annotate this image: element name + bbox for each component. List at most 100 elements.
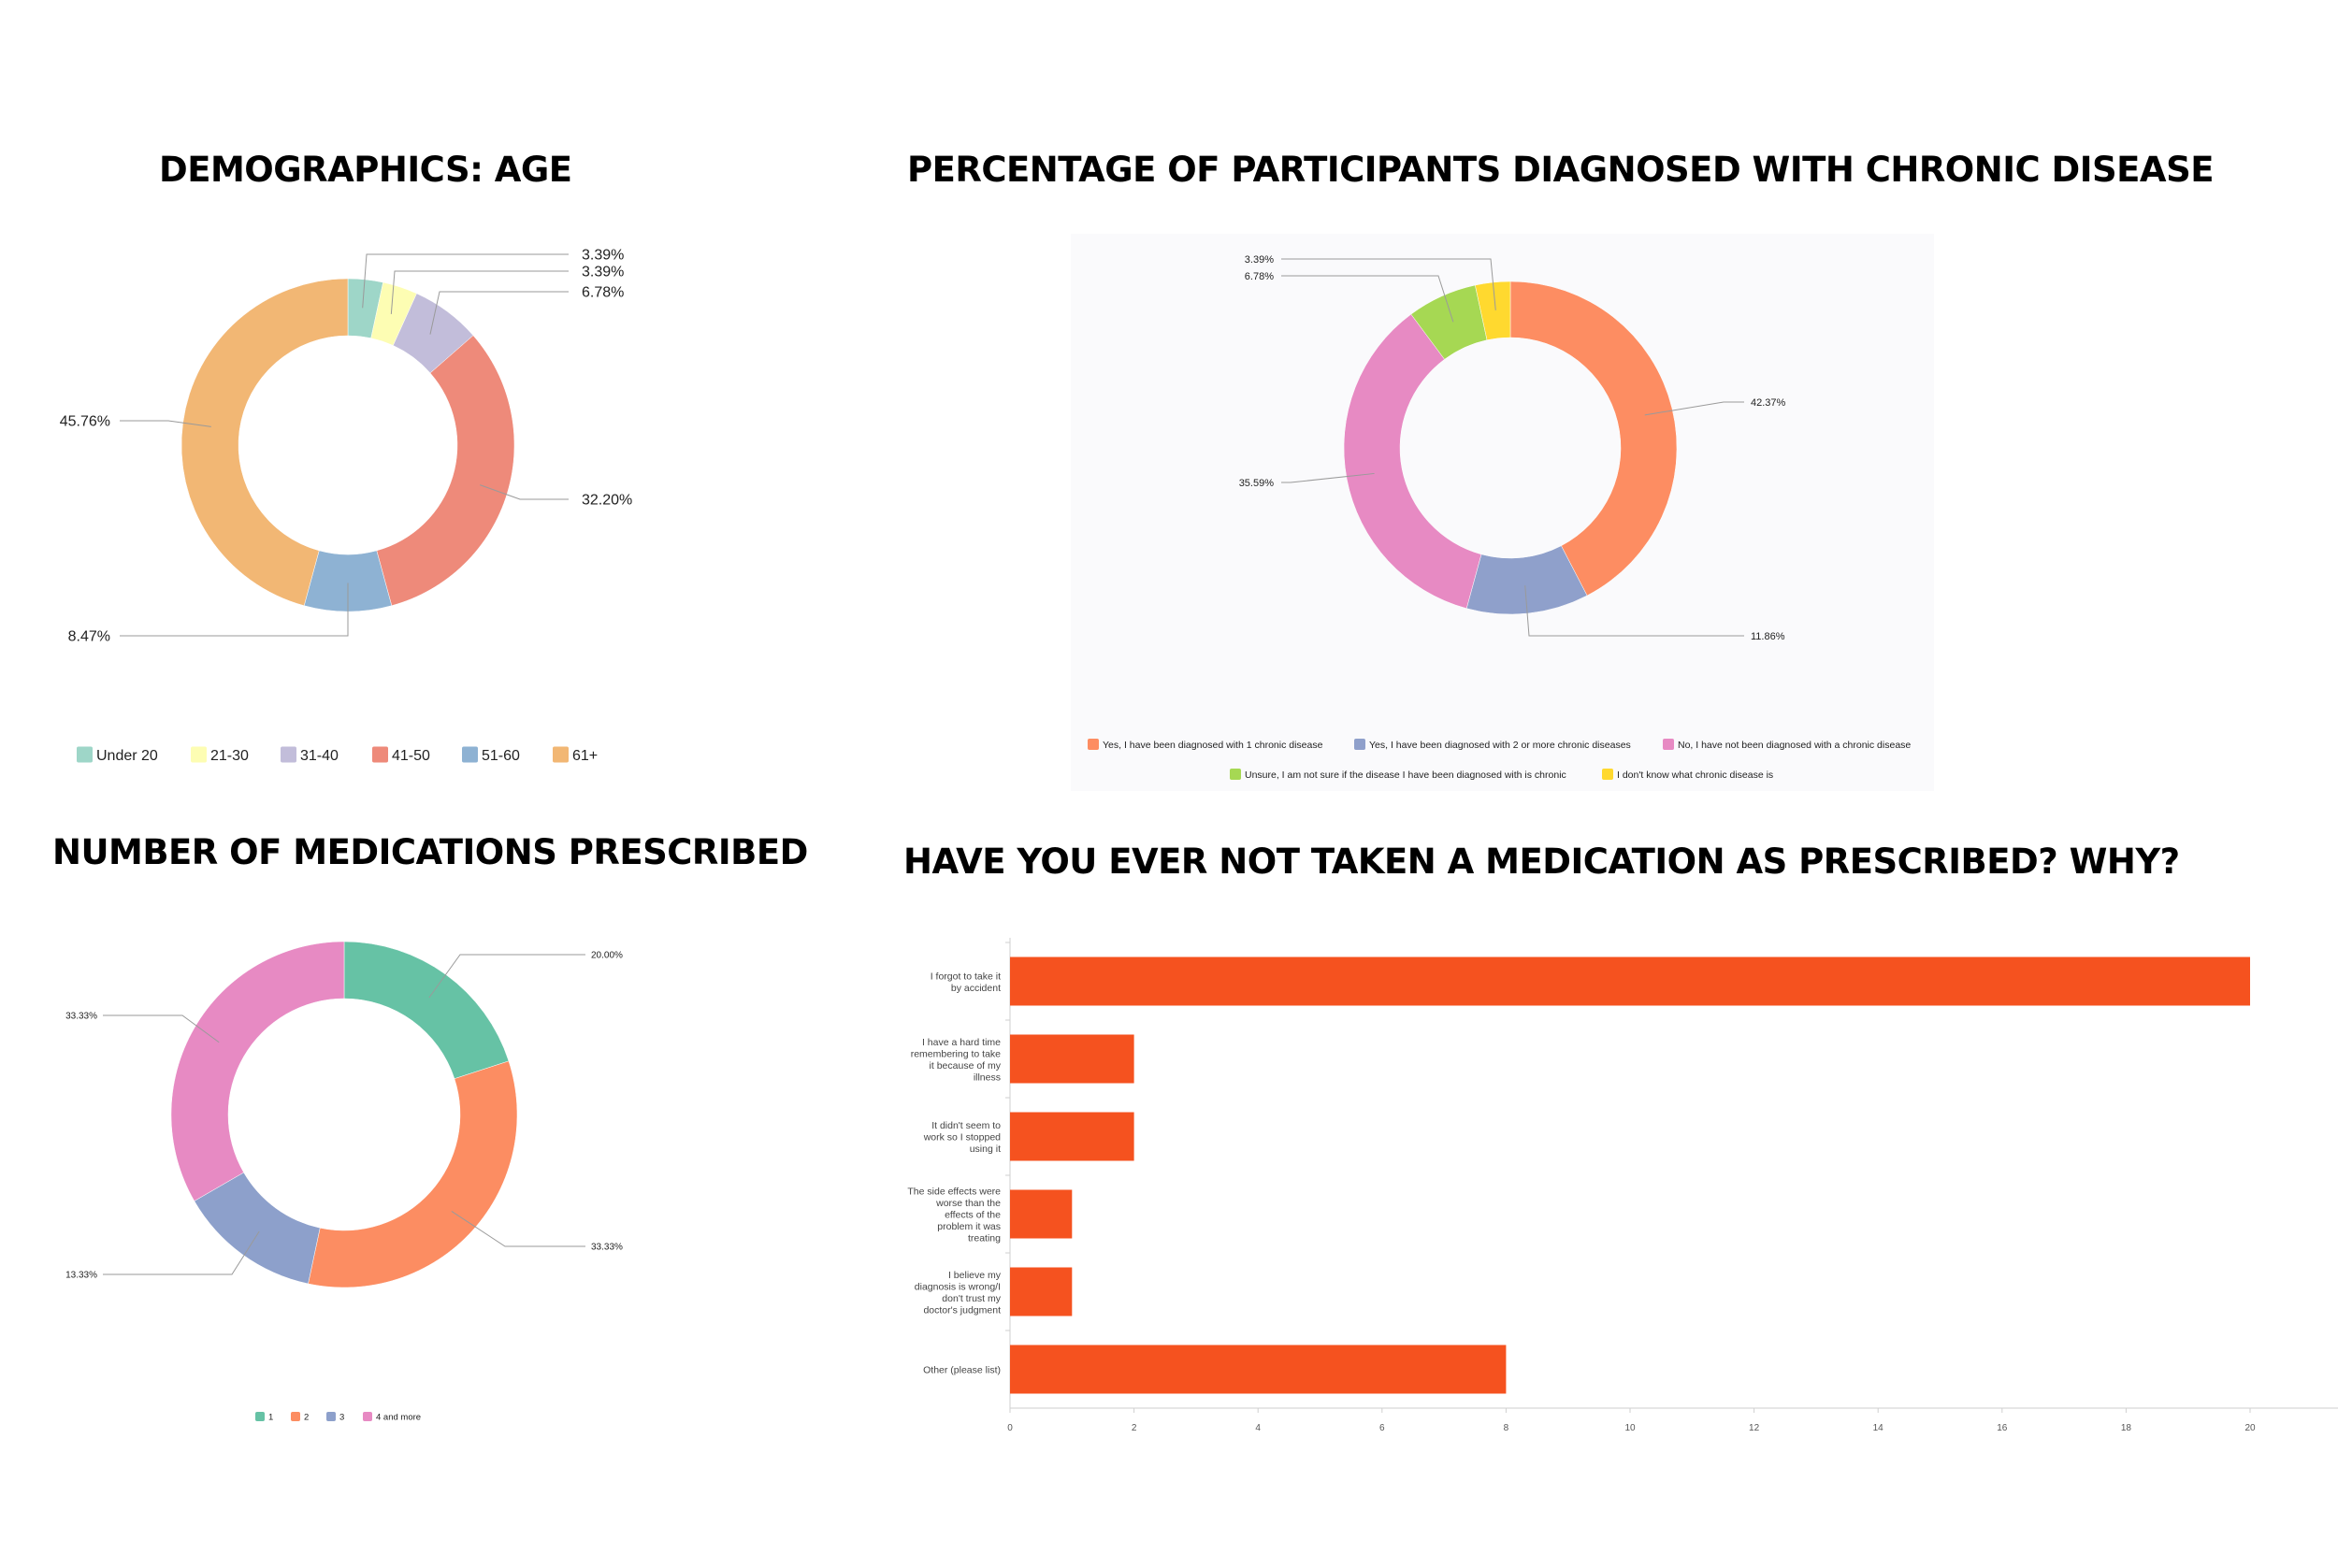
- age-callout-line: [429, 291, 569, 335]
- chronic-slice: [1343, 313, 1482, 610]
- meds-legend-swatch: [363, 1412, 372, 1421]
- meds-chart-title: NUMBER OF MEDICATIONS PRESCRIBED: [52, 832, 808, 872]
- age-legend-swatch: [191, 746, 207, 763]
- chronic-callout-line: [1281, 258, 1496, 310]
- bar-category-label: The side effects were worse than the effec…: [907, 1187, 1001, 1244]
- meds-callout-line: [103, 1014, 220, 1043]
- chronic-legend-swatch: [1663, 739, 1674, 750]
- bar-x-tick-label: 18: [2121, 1423, 2132, 1433]
- chronic-data-label: 42.37%: [1751, 397, 1786, 409]
- age-callout-line: [362, 253, 569, 309]
- bar: [1010, 1112, 1134, 1161]
- age-legend-item: 61+: [553, 746, 598, 764]
- chronic-data-label: 11.86%: [1751, 631, 1785, 642]
- adherence-bar-chart: 0 2 4 6 8 10 12 14 16 18 20 I forgot to take it by a…: [907, 938, 2338, 1433]
- chronic-legend-label: Unsure, I am not sure if the disease I h…: [1245, 770, 1566, 781]
- meds-legend-item: 1: [255, 1412, 273, 1422]
- age-legend-label: 61+: [572, 748, 598, 764]
- age-data-label: 3.39%: [582, 265, 624, 281]
- chronic-callout-line: [1281, 472, 1375, 483]
- age-legend-label: Under 20: [96, 748, 158, 764]
- medications-donut-chart: 20.00% 33.33% 13.33% 33.33% 1 2 3 4 and more: [65, 941, 623, 1422]
- bar-x-tick-label: 10: [1624, 1423, 1636, 1433]
- bar-category-label: Other (please list): [923, 1365, 1001, 1376]
- meds-legend-swatch: [291, 1412, 300, 1421]
- chronic-legend-label: I don't know what chronic disease is: [1617, 770, 1773, 781]
- age-legend-item: 51-60: [462, 746, 520, 764]
- age-legend-swatch: [462, 746, 478, 763]
- meds-legend-item: 3: [326, 1412, 344, 1422]
- age-donut-chart: 3.39%3.39% 6.78% 32.20% 8.47% 45.76% Under 20…: [60, 248, 633, 764]
- age-legend-swatch: [77, 746, 93, 763]
- age-callout-line: [120, 420, 211, 427]
- chronic-legend-label: Yes, I have been diagnosed with 2 or mor…: [1369, 740, 1631, 751]
- chronic-legend-label: No, I have not been diagnosed with a chr…: [1678, 740, 1911, 751]
- age-callout-line: [480, 484, 569, 500]
- age-chart-title: DEMOGRAPHICS: AGE: [159, 150, 572, 190]
- meds-legend-item: 4 and more: [363, 1412, 421, 1422]
- bar: [1010, 1034, 1134, 1084]
- meds-legend-swatch: [326, 1412, 336, 1421]
- bar: [1010, 957, 2250, 1006]
- meds-legend-label: 1: [268, 1412, 273, 1422]
- chronic-legend-item: I don't know what chronic disease is: [1602, 769, 1773, 781]
- chronic-legend-swatch: [1602, 769, 1613, 780]
- age-slice: [376, 335, 515, 607]
- chronic-callout-line: [1281, 275, 1454, 323]
- age-legend-item: 41-50: [372, 746, 430, 764]
- chronic-disease-donut-chart: 42.37% 11.86% 35.59% 6.78% 3.39% Yes, I have …: [1071, 234, 1934, 791]
- chronic-legend-item: Yes, I have been diagnosed with 2 or mor…: [1354, 739, 1631, 751]
- bar-x-tick-label: 12: [1749, 1423, 1760, 1433]
- meds-data-label: 13.33%: [65, 1271, 97, 1281]
- chronic-slice: [1475, 281, 1511, 340]
- bar: [1010, 1267, 1073, 1316]
- meds-slice: [308, 1060, 518, 1288]
- meds-slice: [343, 941, 510, 1080]
- age-legend-item: 21-30: [191, 746, 249, 764]
- bar-category-label: I have a hard time remembering to take it …: [911, 1037, 1002, 1084]
- age-data-label: 3.39%: [582, 248, 624, 264]
- meds-callout-line: [103, 1230, 260, 1275]
- bar-x-tick-label: 16: [1997, 1423, 2008, 1433]
- age-legend-label: 41-50: [392, 748, 430, 764]
- meds-legend-label: 4 and more: [376, 1412, 421, 1422]
- age-data-label: 32.20%: [582, 493, 632, 509]
- age-legend-swatch: [372, 746, 388, 763]
- bar-x-tick-label: 8: [1504, 1423, 1509, 1433]
- age-legend-item: Under 20: [77, 746, 158, 764]
- chronic-legend-item: No, I have not been diagnosed with a chr…: [1663, 739, 1911, 751]
- meds-legend-label: 2: [304, 1412, 309, 1422]
- meds-legend-item: 2: [291, 1412, 309, 1422]
- chronic-callout-line: [1524, 585, 1744, 637]
- bar-x-tick-label: 4: [1255, 1423, 1261, 1433]
- bar: [1010, 1189, 1073, 1239]
- chronic-legend-label: Yes, I have been diagnosed with 1 chroni…: [1103, 740, 1323, 751]
- chronic-slice: [1509, 281, 1678, 597]
- meds-data-label: 20.00%: [591, 951, 623, 961]
- bar-category-label: I believe my diagnosis is wrong/I don't tr…: [915, 1270, 1002, 1316]
- meds-data-label: 33.33%: [591, 1243, 623, 1253]
- age-legend-label: 31-40: [300, 748, 339, 764]
- age-data-label: 8.47%: [68, 629, 110, 645]
- chronic-chart-title: PERCENTAGE OF PARTICIPANTS DIAGNOSED WIT…: [907, 150, 2215, 190]
- bar-x-tick-label: 2: [1132, 1423, 1137, 1433]
- meds-legend-swatch: [255, 1412, 265, 1421]
- chronic-legend-item: Unsure, I am not sure if the disease I h…: [1230, 769, 1566, 781]
- chronic-legend-swatch: [1230, 769, 1241, 780]
- age-legend-swatch: [281, 746, 296, 763]
- chronic-legend-swatch: [1354, 739, 1365, 750]
- age-legend-item: 31-40: [281, 746, 339, 764]
- bar-x-tick-label: 0: [1007, 1423, 1013, 1433]
- bar-x-tick-label: 6: [1379, 1423, 1385, 1433]
- bar-x-tick-label: 20: [2244, 1423, 2256, 1433]
- meds-callout-line: [451, 1210, 585, 1247]
- age-legend-swatch: [553, 746, 569, 763]
- age-callout-line: [120, 583, 349, 637]
- age-data-label: 6.78%: [582, 285, 624, 301]
- meds-slice: [170, 941, 345, 1201]
- bar-category-label: I forgot to take it by accident: [931, 971, 1001, 994]
- meds-data-label: 33.33%: [65, 1012, 97, 1022]
- adherence-chart-title: HAVE YOU EVER NOT TAKEN A MEDICATION AS …: [903, 842, 2180, 882]
- chronic-legend-item: Yes, I have been diagnosed with 1 chroni…: [1088, 739, 1323, 751]
- chronic-data-label: 6.78%: [1245, 271, 1274, 282]
